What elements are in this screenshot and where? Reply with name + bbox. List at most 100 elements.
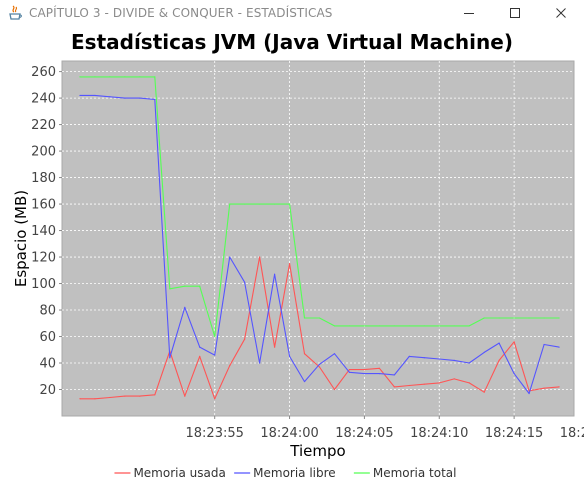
- x-tick-label: 18:24:20: [560, 426, 584, 441]
- data-point: [109, 396, 111, 399]
- window-titlebar: CAPÍTULO 3 - DIVIDE & CONQUER - ESTADÍST…: [0, 0, 584, 26]
- data-point: [199, 355, 201, 357]
- data-point: [423, 325, 425, 327]
- data-point: [154, 76, 156, 78]
- y-tick-label: 60: [39, 330, 56, 345]
- data-point: [273, 203, 276, 205]
- data-point: [378, 373, 380, 375]
- minimize-button[interactable]: [446, 0, 492, 26]
- data-point: [558, 346, 560, 348]
- data-point: [303, 317, 306, 319]
- data-point: [513, 317, 515, 319]
- data-point: [483, 351, 485, 354]
- y-tick-label: 80: [39, 304, 56, 319]
- data-point: [184, 395, 186, 397]
- data-point: [139, 76, 141, 78]
- y-tick-label: 160: [31, 198, 56, 213]
- maximize-icon: [510, 8, 520, 18]
- maximize-button[interactable]: [492, 0, 538, 26]
- data-point: [408, 325, 410, 327]
- data-point: [79, 398, 81, 400]
- data-point: [333, 353, 336, 355]
- y-tick-label: 100: [31, 277, 56, 292]
- data-point: [154, 394, 156, 396]
- data-point: [259, 362, 261, 364]
- data-point: [303, 353, 306, 355]
- data-point: [259, 203, 261, 205]
- data-point: [184, 306, 186, 308]
- data-point: [498, 317, 500, 319]
- close-icon: [556, 8, 566, 18]
- window-title: CAPÍTULO 3 - DIVIDE & CONQUER - ESTADÍST…: [29, 6, 333, 20]
- data-point: [498, 342, 500, 344]
- data-point: [79, 76, 81, 78]
- data-point: [528, 317, 530, 319]
- data-point: [244, 281, 246, 283]
- x-axis-title: Tiempo: [289, 442, 345, 460]
- data-point: [363, 373, 366, 375]
- data-point: [333, 325, 336, 327]
- data-point: [348, 371, 351, 373]
- data-point: [109, 76, 111, 78]
- data-point: [318, 366, 321, 368]
- x-tick-label: 18:24:15: [485, 426, 543, 441]
- data-point: [214, 354, 216, 356]
- data-point: [139, 395, 141, 397]
- x-tick-label: 18:24:10: [410, 426, 468, 441]
- data-point: [124, 395, 126, 397]
- data-point: [229, 365, 231, 367]
- data-point: [528, 392, 530, 395]
- data-point: [438, 382, 440, 384]
- data-point: [169, 357, 171, 359]
- data-point: [214, 398, 216, 400]
- data-point: [453, 359, 455, 361]
- data-point: [259, 256, 261, 258]
- x-tick-label: 18:24:05: [335, 426, 393, 441]
- data-point: [513, 341, 515, 343]
- data-point: [318, 363, 321, 365]
- y-tick-label: 260: [31, 65, 56, 80]
- y-tick-label: 20: [39, 383, 56, 398]
- data-point: [244, 203, 246, 205]
- data-point: [408, 355, 410, 357]
- data-point: [124, 76, 126, 78]
- data-point: [348, 369, 351, 371]
- data-point: [363, 325, 366, 327]
- chart-title: Estadísticas JVM (Java Virtual Machine): [71, 30, 513, 54]
- data-point: [288, 203, 291, 205]
- minimize-icon: [464, 13, 474, 14]
- data-point: [393, 325, 395, 327]
- data-point: [423, 357, 425, 359]
- data-point: [393, 386, 395, 388]
- java-app-icon: [9, 5, 22, 20]
- data-point: [333, 388, 336, 391]
- data-point: [378, 325, 380, 327]
- data-point: [483, 317, 485, 319]
- data-point: [543, 343, 545, 346]
- data-point: [229, 256, 231, 258]
- data-point: [483, 391, 485, 393]
- data-point: [453, 325, 455, 327]
- data-point: [453, 378, 455, 380]
- data-point: [468, 325, 470, 327]
- data-point: [468, 362, 470, 364]
- data-point: [408, 384, 410, 387]
- data-point: [288, 355, 291, 357]
- y-tick-label: 140: [31, 224, 56, 239]
- data-point: [199, 285, 201, 287]
- data-point: [468, 382, 470, 384]
- y-tick-label: 40: [39, 357, 56, 372]
- data-point: [214, 335, 216, 338]
- data-point: [169, 288, 171, 290]
- data-point: [543, 317, 545, 319]
- data-point: [363, 369, 366, 371]
- legend-label: Memoria usada: [133, 466, 225, 480]
- data-point: [229, 203, 231, 205]
- data-point: [348, 325, 351, 327]
- data-point: [94, 76, 96, 78]
- data-point: [393, 374, 395, 376]
- data-point: [154, 98, 156, 101]
- data-point: [498, 359, 500, 361]
- close-button[interactable]: [538, 0, 584, 26]
